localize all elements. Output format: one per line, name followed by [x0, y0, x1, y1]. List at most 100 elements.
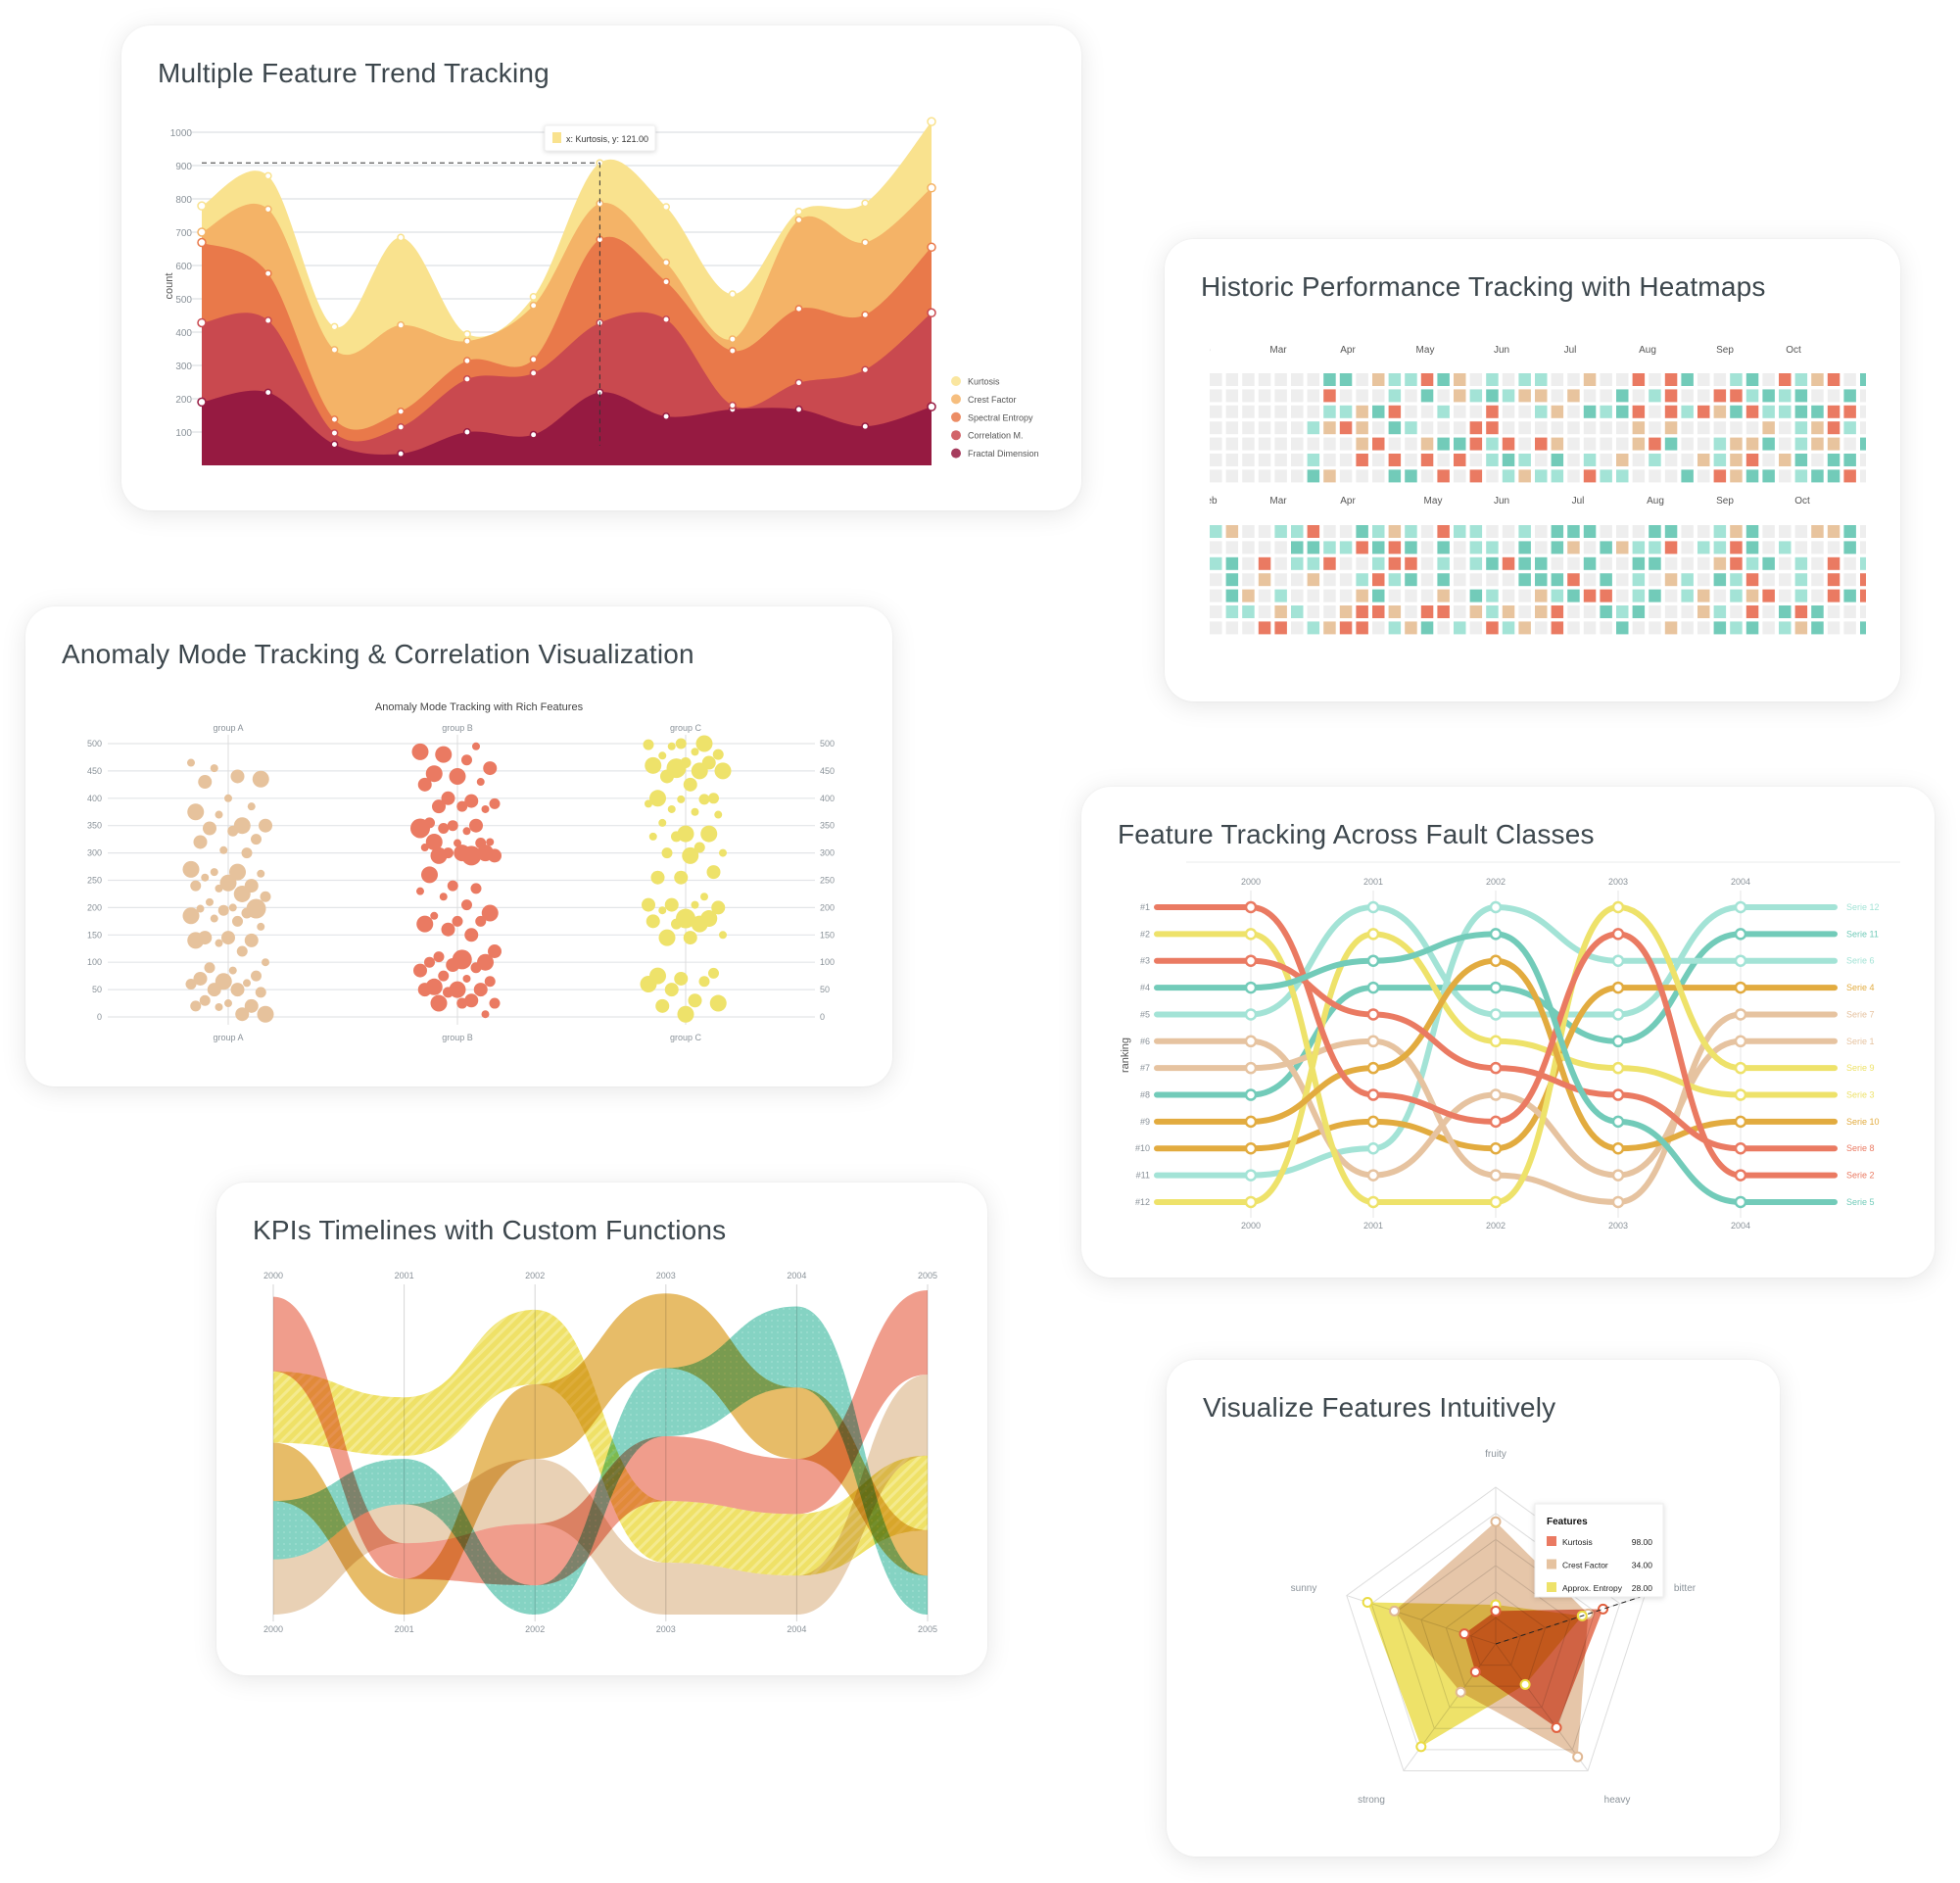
data-point	[425, 765, 443, 783]
heatmap-cell	[1502, 525, 1515, 538]
heatmap-cell	[1779, 556, 1792, 570]
heatmap-cell	[1811, 541, 1824, 555]
heatmap-cell	[1225, 421, 1239, 435]
data-point	[417, 777, 432, 792]
data-point	[461, 754, 472, 766]
data-point	[204, 962, 215, 974]
heatmap-cell	[1681, 389, 1694, 403]
heatmap-cell	[1649, 541, 1661, 555]
data-point	[262, 958, 269, 967]
heatmap-cell	[1535, 525, 1548, 538]
heatmap-cell	[1469, 573, 1483, 587]
heatmap-cell	[1210, 405, 1222, 418]
heatmap-cell	[1664, 373, 1678, 386]
heatmap-cell	[1860, 373, 1866, 386]
y-tick-label-right: 450	[820, 766, 835, 776]
month-label: Jul	[1572, 496, 1585, 507]
data-point	[197, 227, 207, 237]
heatmap-cell	[1486, 437, 1499, 451]
data-point	[1366, 1195, 1380, 1209]
series-line	[1154, 903, 1838, 1179]
heatmap-cell	[1551, 389, 1564, 403]
heatmap-cell	[1405, 454, 1417, 466]
heatmap-cell	[1518, 454, 1531, 466]
data-point	[197, 237, 207, 248]
data-point	[667, 804, 676, 813]
data-point	[677, 795, 686, 803]
heatmap-cell	[1405, 525, 1417, 538]
data-point	[464, 928, 479, 942]
heatmap-cell	[1600, 389, 1612, 403]
heatmap-cell	[1713, 556, 1727, 570]
beeswarm-chart: Anomaly Mode Tracking with Rich Features…	[87, 701, 835, 1042]
heatmap-cell	[1323, 389, 1336, 403]
heatmap-cell	[1794, 573, 1808, 587]
data-point	[210, 868, 218, 877]
y-tick-label-left: 450	[87, 766, 102, 776]
data-point	[462, 357, 471, 365]
heatmap-cell	[1730, 437, 1743, 451]
month-label: Feb	[1200, 496, 1218, 507]
month-label: eb	[1199, 345, 1211, 356]
heatmap-cell	[1616, 589, 1629, 603]
heatmap-cell	[1713, 405, 1727, 418]
heatmap-cell	[1291, 421, 1304, 435]
heatmap-cell	[1210, 621, 1222, 635]
data-point	[1734, 1141, 1747, 1155]
data-point	[397, 233, 406, 242]
data-point	[794, 216, 803, 224]
month-label: Jul	[1564, 345, 1577, 356]
year-label-bottom: 2004	[787, 1624, 806, 1634]
heatmap-cell	[1486, 589, 1499, 603]
data-point	[1611, 1195, 1625, 1209]
heatmap-cell	[1551, 621, 1564, 635]
heatmap-cell	[1811, 437, 1824, 451]
heatmap-cell	[1632, 573, 1646, 587]
heatmap-cell	[1583, 621, 1597, 635]
y-tick-label-right: 150	[820, 930, 835, 940]
heatmap-cell	[1518, 437, 1531, 451]
heatmap-cell	[1616, 421, 1629, 435]
heatmap-cell	[1583, 421, 1597, 435]
heatmap-cell	[1225, 556, 1239, 570]
chart-subtitle: Anomaly Mode Tracking with Rich Features	[375, 701, 584, 713]
heatmap-cell	[1649, 421, 1661, 435]
data-point	[251, 834, 262, 845]
heatmap-cell	[1437, 621, 1450, 635]
data-point	[443, 987, 454, 998]
heatmap-cell	[1372, 621, 1385, 635]
kpi-band	[273, 1375, 928, 1615]
data-point	[416, 887, 424, 895]
heatmap-cell	[1420, 605, 1434, 618]
heatmap-cell	[1486, 421, 1499, 435]
heatmap-cell	[1843, 605, 1856, 618]
heatmap-cell	[1518, 405, 1531, 418]
heatmap-cell	[1779, 437, 1792, 451]
data-point	[232, 915, 243, 927]
data-point	[219, 845, 228, 854]
data-point	[714, 762, 732, 780]
data-point	[1489, 1195, 1503, 1209]
heatmap-cell	[1664, 589, 1678, 603]
data-point	[662, 203, 671, 212]
data-point	[1244, 1035, 1258, 1048]
data-point	[456, 997, 468, 1009]
data-point	[712, 748, 724, 760]
heatmap-cell	[1697, 389, 1710, 403]
heatmap-cell	[1632, 589, 1646, 603]
heatmap-cell	[1323, 405, 1336, 418]
heatmap-cell	[1274, 405, 1287, 418]
data-point	[397, 422, 406, 431]
axis-label: fruity	[1485, 1449, 1506, 1460]
heatmap-cell	[1307, 437, 1320, 451]
year-label-top: 2002	[1486, 877, 1506, 887]
heatmap-cell	[1323, 556, 1336, 570]
heatmap-cell	[1843, 589, 1856, 603]
heatmap-cell	[1405, 541, 1417, 555]
data-point	[661, 847, 673, 859]
tooltip-row-value: 28.00	[1632, 1583, 1653, 1593]
heatmap-cell	[1225, 541, 1239, 555]
heatmap-cell	[1372, 405, 1385, 418]
y-tick-label: 400	[175, 328, 192, 339]
data-point	[1611, 954, 1625, 967]
